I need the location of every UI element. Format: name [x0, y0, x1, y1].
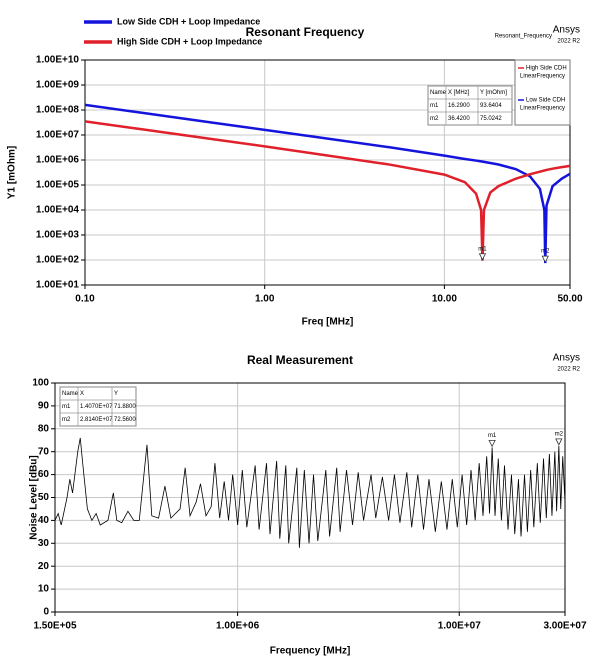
- side-legend-sub: LinearFrequency: [520, 106, 565, 112]
- marker-table: [59, 386, 137, 427]
- side-legend-sub: LinearFrequency: [520, 74, 565, 80]
- table-text: 72.5600: [114, 417, 136, 423]
- y-tick-label: 60: [38, 469, 50, 480]
- version: 2022 R2: [557, 367, 580, 373]
- subtitle: Resonant_Frequency: [495, 34, 552, 40]
- x-tick-label: 1.00E+06: [216, 621, 260, 632]
- legend-label: Low Side CDH + Loop Impedance: [117, 16, 260, 26]
- marker-label: m2: [555, 431, 564, 437]
- table-text: m1: [430, 103, 439, 109]
- y-tick-label: 90: [38, 401, 50, 412]
- y-axis-label: Y1 [mOhm]: [7, 146, 18, 199]
- table-text: 93.6404: [480, 103, 502, 109]
- y-tick-label: 1.00E+08: [36, 105, 80, 116]
- x-tick-label: 1.50E+05: [33, 621, 77, 632]
- y-tick-label: 100: [32, 378, 49, 389]
- y-tick-label: 80: [38, 423, 50, 434]
- marker-label: m1: [478, 246, 487, 252]
- marker-triangle: [541, 255, 549, 264]
- y-tick-label: 1.00E+09: [36, 80, 80, 91]
- y-tick-label: 1.00E+03: [36, 230, 80, 241]
- marker-triangle: [478, 253, 487, 261]
- table-cell: [477, 111, 513, 126]
- y-tick-label: 10: [38, 584, 50, 595]
- y-tick-label: 50: [38, 492, 50, 503]
- y-tick-label: 1.00E+05: [36, 180, 80, 191]
- y-tick-label: 40: [38, 515, 50, 526]
- table-text: m1: [62, 404, 71, 410]
- table-text: Y [mOhm]: [480, 90, 507, 96]
- side-legend-name: Low Side CDH: [526, 98, 565, 104]
- table-cell: [111, 412, 137, 427]
- x-tick-label: 0.10: [75, 294, 95, 305]
- marker-triangle: [488, 439, 496, 448]
- table-text: X [MHz]: [448, 90, 470, 96]
- y-tick-label: 1.00E+01: [36, 280, 80, 291]
- marker-triangle: [555, 438, 563, 446]
- brand: Ansys: [553, 353, 580, 364]
- x-tick-label: 50.00: [557, 294, 582, 305]
- plot-frame: [84, 59, 571, 286]
- series-line: [84, 103, 571, 264]
- table-text: m2: [430, 116, 439, 122]
- y-tick-label: 70: [38, 446, 50, 457]
- y-tick-label: 1.00E+04: [36, 205, 80, 216]
- chart-title: Real Measurement: [247, 353, 353, 367]
- y-tick-label: 1.00E+10: [36, 55, 80, 66]
- marker-label: m1: [488, 433, 497, 439]
- side-legend: [514, 59, 571, 126]
- x-tick-label: 1.00: [255, 294, 275, 305]
- y-tick-label: 1.00E+06: [36, 155, 80, 166]
- y-tick-label: 20: [38, 561, 50, 572]
- side-legend-name: High Side CDH: [526, 66, 567, 72]
- y-axis-label: Noise Level [dBu]: [29, 455, 40, 539]
- table-text: 2.8140E+07: [80, 417, 113, 423]
- y-tick-label: 1.00E+02: [36, 255, 80, 266]
- y-tick-label: 1.00E+07: [36, 130, 80, 141]
- table-text: 16.2900: [448, 103, 470, 109]
- table-text: m2: [62, 417, 71, 423]
- x-tick-label: 10.00: [432, 294, 457, 305]
- table-text: Y: [114, 391, 118, 397]
- table-text: 75.0242: [480, 116, 502, 122]
- series-line: [54, 437, 566, 548]
- table-text: 71.8800: [114, 404, 136, 410]
- x-tick-label: 3.00E+07: [543, 621, 587, 632]
- brand: Ansys: [553, 25, 580, 36]
- version: 2022 R2: [557, 39, 580, 45]
- table-text: 36.4200: [448, 116, 470, 122]
- marker-label: m2: [541, 249, 550, 255]
- table-text: Name: [62, 391, 79, 397]
- table-text: X: [80, 391, 84, 397]
- series-line: [84, 120, 571, 261]
- table-text: Name: [430, 90, 447, 96]
- table-text: 1.4070E+07: [80, 404, 113, 410]
- y-tick-label: 30: [38, 538, 50, 549]
- y-tick-label: 0: [43, 607, 49, 618]
- x-axis-label: Freq [MHz]: [302, 317, 354, 328]
- x-tick-label: 1.00E+07: [438, 621, 482, 632]
- x-axis-label: Frequency [MHz]: [270, 646, 351, 657]
- legend-label: High Side CDH + Loop Impedance: [117, 36, 262, 46]
- chart-title: Resonant Frequency: [246, 25, 365, 39]
